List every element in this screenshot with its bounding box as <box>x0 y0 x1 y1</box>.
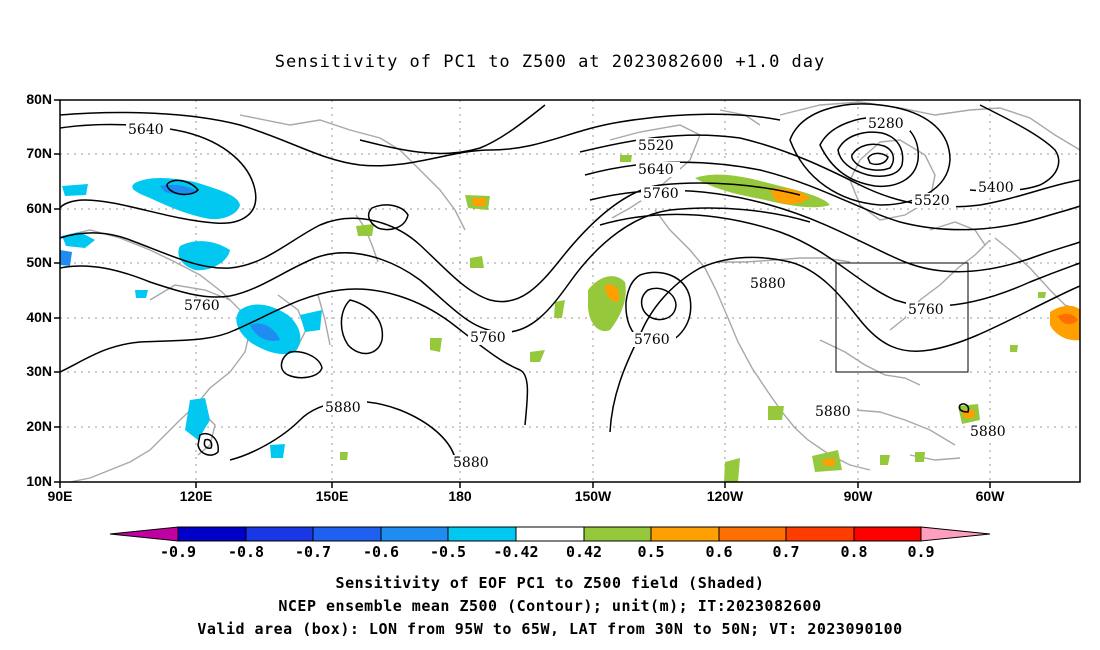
contour-label: 5760 <box>908 302 944 318</box>
colorbar-swatch <box>177 526 247 542</box>
lon-label: 180 <box>448 488 472 504</box>
map-panel: 5640 5520 5640 5760 5280 5400 5520 5760 … <box>54 99 1081 488</box>
z500-contours <box>59 103 1081 461</box>
colorbar-swatch <box>718 526 787 542</box>
lat-label: 70N <box>26 145 52 161</box>
lon-label: 60W <box>975 488 1005 504</box>
lon-label: 120W <box>706 488 744 504</box>
lon-label: 90E <box>47 488 73 504</box>
lat-label: 10N <box>26 473 52 489</box>
lat-label: 30N <box>26 363 52 379</box>
colorbar-tick: 0.9 <box>907 543 935 561</box>
contour-label: 5880 <box>750 276 786 292</box>
colorbar-swatch <box>109 526 179 542</box>
contour-label: 5880 <box>453 455 489 471</box>
contour-label: 5880 <box>815 404 851 420</box>
contour-labels: 5640 5520 5640 5760 5280 5400 5520 5760 … <box>126 116 1020 471</box>
colorbar-swatch <box>312 526 382 542</box>
colorbar-tick: -0.6 <box>362 543 400 561</box>
colorbar-tick: -0.5 <box>429 543 467 561</box>
colorbar-tick: 0.6 <box>705 543 733 561</box>
map-title: Sensitivity of PC1 to Z500 at 2023082600… <box>274 52 826 72</box>
colorbar-swatch <box>245 526 314 542</box>
colorbar-swatch <box>650 526 720 542</box>
sensitivity-shading <box>60 155 1080 482</box>
contour-label: 5880 <box>325 400 361 416</box>
contour-label: 5280 <box>868 116 904 132</box>
colorbar-tick: -0.9 <box>159 543 197 561</box>
contour-label: 5640 <box>128 122 164 138</box>
lat-label: 50N <box>26 254 52 270</box>
colorbar-tick: 0.8 <box>840 543 868 561</box>
lon-label: 90W <box>843 488 873 504</box>
colorbar <box>109 526 991 542</box>
valid-area-box <box>835 262 969 373</box>
contour-label: 5520 <box>638 138 674 154</box>
colorbar-tick: -0.7 <box>294 543 332 561</box>
coastlines <box>59 101 1081 483</box>
axis-ticks <box>54 99 991 488</box>
gridlines <box>60 100 1080 482</box>
lat-label: 20N <box>26 418 52 434</box>
footer-line-3: Valid area (box): LON from 95W to 65W, L… <box>197 620 903 638</box>
lat-label: 80N <box>26 91 52 107</box>
colorbar-tick: -0.8 <box>227 543 265 561</box>
lon-label: 150W <box>574 488 612 504</box>
colorbar-tick: 0.42 <box>565 543 603 561</box>
contour-label: 5520 <box>914 193 950 209</box>
contour-label: 5880 <box>970 424 1006 440</box>
colorbar-tick: 0.5 <box>637 543 665 561</box>
colorbar-swatch <box>583 526 652 542</box>
colorbar-swatch <box>920 526 991 542</box>
lat-label: 60N <box>26 200 52 216</box>
lon-label: 150E <box>315 488 349 504</box>
colorbar-swatch <box>853 526 922 542</box>
contour-label: 5400 <box>978 180 1014 196</box>
colorbar-swatch <box>515 526 585 542</box>
contour-label: 5760 <box>643 186 679 202</box>
footer-line-1: Sensitivity of EOF PC1 to Z500 field (Sh… <box>335 574 765 592</box>
contour-label: 5640 <box>638 162 674 178</box>
contour-label: 5760 <box>634 332 670 348</box>
colorbar-swatch <box>380 526 449 542</box>
map-frame <box>59 99 1081 483</box>
footer-line-2: NCEP ensemble mean Z500 (Contour); unit(… <box>278 597 822 615</box>
colorbar-tick: 0.7 <box>772 543 800 561</box>
contour-label: 5760 <box>470 330 506 346</box>
lon-label: 120E <box>179 488 213 504</box>
contour-label: 5760 <box>184 298 220 314</box>
lat-label: 40N <box>26 309 52 325</box>
colorbar-swatch <box>447 526 517 542</box>
colorbar-tick: -0.42 <box>493 543 539 561</box>
colorbar-swatch <box>785 526 855 542</box>
